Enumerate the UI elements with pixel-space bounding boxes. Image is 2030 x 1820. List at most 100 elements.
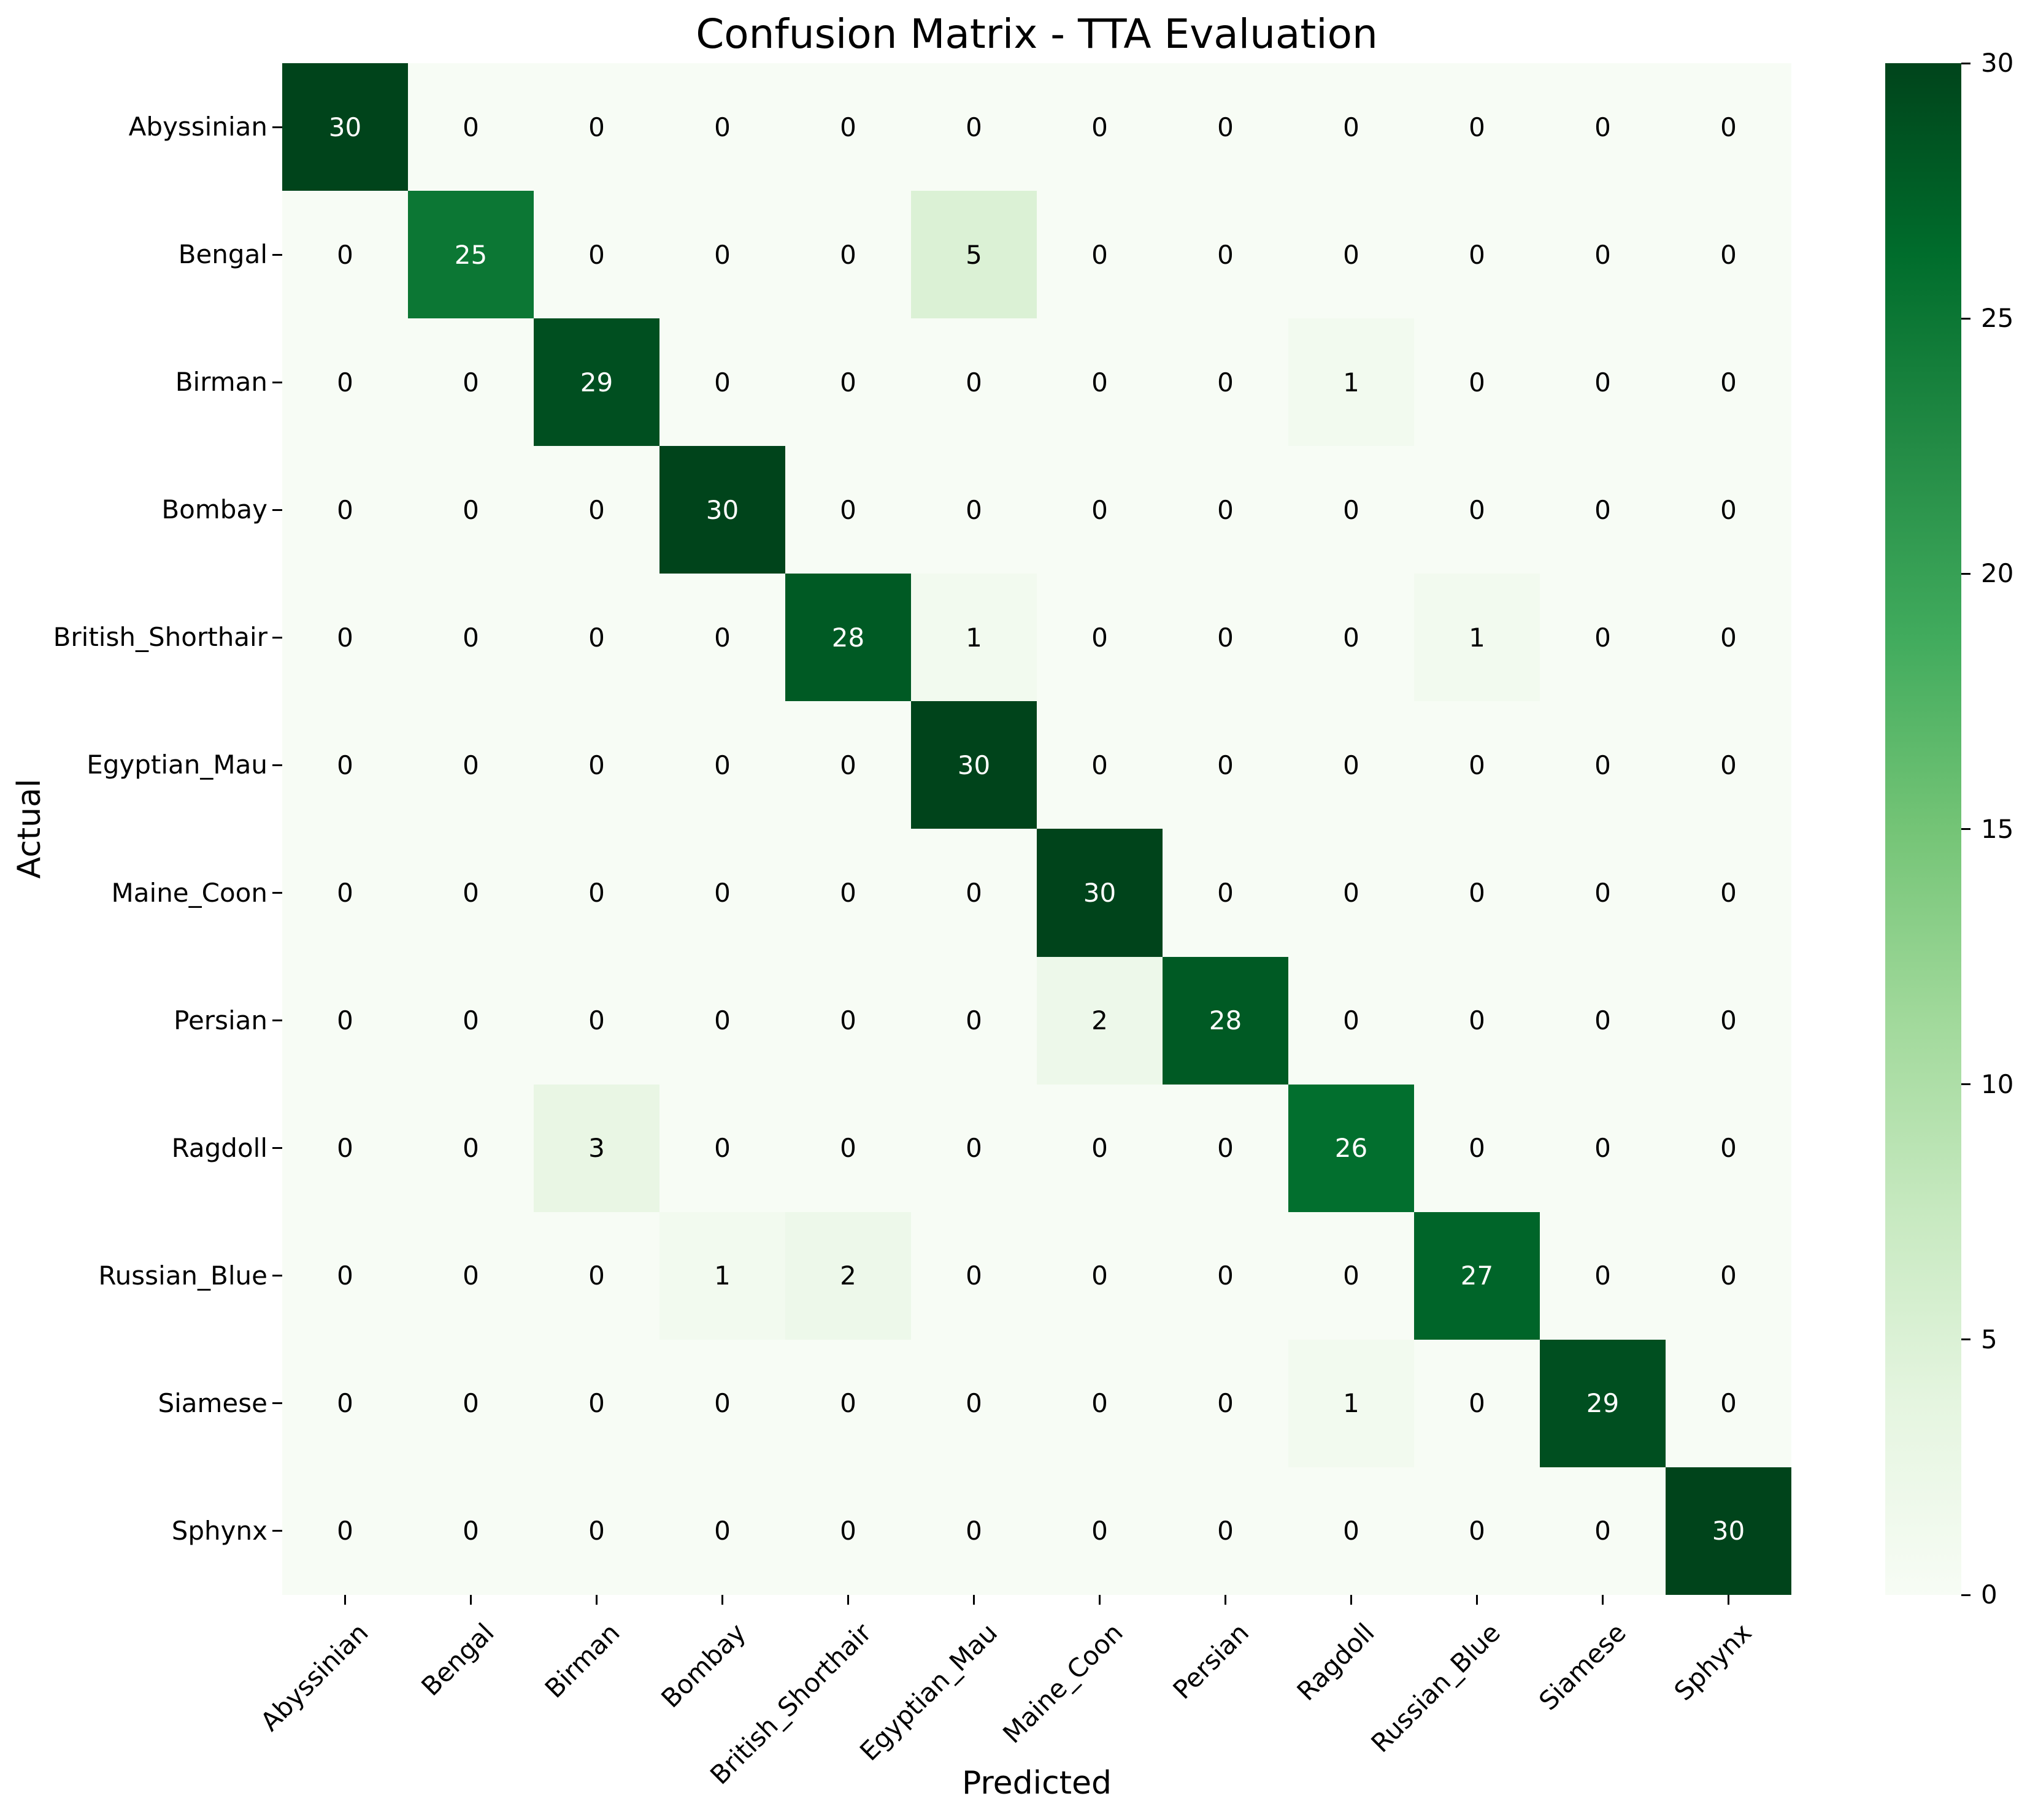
x-tick-mark — [344, 1595, 346, 1605]
heatmap-cell: 0 — [1540, 574, 1666, 702]
heatmap-cell: 0 — [1163, 446, 1288, 574]
heatmap-cell: 0 — [408, 574, 534, 702]
colorbar-tick-label: 5 — [1981, 1324, 1997, 1354]
x-tick-mark — [847, 1595, 849, 1605]
heatmap-cell: 0 — [282, 446, 408, 574]
heatmap-cell: 0 — [1414, 1084, 1540, 1212]
y-tick-mark — [272, 764, 282, 766]
heatmap-cell: 0 — [1666, 701, 1791, 829]
heatmap-cell: 0 — [282, 701, 408, 829]
heatmap-cell: 0 — [1163, 1339, 1288, 1467]
y-tick-label: Abyssinian — [128, 112, 267, 142]
heatmap-cell: 27 — [1414, 1211, 1540, 1340]
heatmap-cell: 0 — [785, 701, 911, 829]
heatmap-cell: 0 — [1540, 1211, 1666, 1340]
heatmap-cell: 0 — [1540, 829, 1666, 957]
heatmap-cell: 0 — [911, 63, 1037, 191]
heatmap-cell: 0 — [1288, 1467, 1414, 1595]
heatmap-cell: 30 — [1037, 829, 1163, 957]
heatmap-cell: 0 — [1163, 1211, 1288, 1340]
heatmap-cell: 0 — [659, 1339, 785, 1467]
heatmap-cell: 0 — [659, 1084, 785, 1212]
heatmap-cell: 29 — [534, 318, 659, 447]
heatmap-cell: 0 — [408, 318, 534, 447]
heatmap-cell: 0 — [282, 829, 408, 957]
heatmap-cell: 0 — [1414, 1339, 1540, 1467]
y-tick-label: Persian — [174, 1005, 267, 1035]
colorbar-tick-mark — [1961, 1338, 1970, 1341]
heatmap-cell: 0 — [1540, 1084, 1666, 1212]
heatmap-cell: 0 — [911, 1339, 1037, 1467]
heatmap-cell: 0 — [911, 1467, 1037, 1595]
heatmap-cell: 0 — [1037, 318, 1163, 447]
heatmap-cell: 2 — [785, 1211, 911, 1340]
heatmap-cell: 0 — [408, 956, 534, 1085]
heatmap-cell: 0 — [1666, 574, 1791, 702]
heatmap-cell: 0 — [785, 1339, 911, 1467]
colorbar-tick-label: 25 — [1981, 303, 2014, 334]
y-tick-label: Egyptian_Mau — [87, 750, 267, 780]
heatmap-cell: 0 — [282, 318, 408, 447]
heatmap-cell: 0 — [282, 574, 408, 702]
heatmap-cell: 0 — [911, 1211, 1037, 1340]
y-axis-label: Actual — [11, 778, 48, 879]
heatmap-cell: 0 — [1414, 1467, 1540, 1595]
heatmap-cell: 0 — [1037, 191, 1163, 319]
y-tick-label: British_Shorthair — [53, 622, 267, 653]
heatmap-cell: 0 — [1414, 829, 1540, 957]
heatmap-cell: 0 — [1037, 63, 1163, 191]
y-tick-label: Ragdoll — [171, 1132, 267, 1163]
x-tick-mark — [596, 1595, 598, 1605]
heatmap-cell: 0 — [1540, 318, 1666, 447]
heatmap-cell: 0 — [1288, 191, 1414, 319]
colorbar-tick-mark — [1961, 1083, 1970, 1086]
colorbar-tick-label: 0 — [1981, 1580, 1997, 1610]
heatmap-cell: 0 — [1163, 191, 1288, 319]
heatmap-cell: 0 — [534, 63, 659, 191]
y-tick-label: Bengal — [178, 239, 267, 270]
heatmap-cell: 0 — [534, 191, 659, 319]
x-axis-label: Predicted — [961, 1765, 1112, 1802]
x-tick-label: Sphynx — [1668, 1617, 1758, 1707]
heatmap-cell: 26 — [1288, 1084, 1414, 1212]
heatmap-cell: 0 — [1288, 574, 1414, 702]
heatmap-cell: 28 — [1163, 956, 1288, 1085]
heatmap-cell: 0 — [1414, 701, 1540, 829]
heatmap-cell: 0 — [1666, 829, 1791, 957]
y-tick-mark — [272, 1530, 282, 1532]
heatmap-cell: 0 — [1037, 1084, 1163, 1212]
heatmap-cell: 0 — [785, 956, 911, 1085]
y-tick-mark — [272, 253, 282, 256]
colorbar-tick-label: 10 — [1981, 1069, 2014, 1099]
heatmap-cell: 0 — [1037, 574, 1163, 702]
heatmap-cell: 28 — [785, 574, 911, 702]
heatmap-cell: 0 — [282, 191, 408, 319]
y-tick-mark — [272, 1275, 282, 1277]
x-tick-mark — [1099, 1595, 1101, 1605]
heatmap-cell: 0 — [1288, 1211, 1414, 1340]
x-tick-mark — [1602, 1595, 1604, 1605]
heatmap-cell: 0 — [408, 1211, 534, 1340]
heatmap-cell: 0 — [1540, 446, 1666, 574]
heatmap-cell: 0 — [1540, 63, 1666, 191]
heatmap-cell: 0 — [1037, 1339, 1163, 1467]
heatmap-cell: 30 — [282, 63, 408, 191]
x-tick-label: Bombay — [655, 1617, 752, 1714]
heatmap-cell: 0 — [785, 829, 911, 957]
heatmap-cell: 0 — [659, 574, 785, 702]
x-tick-label: Bengal — [415, 1617, 500, 1702]
heatmap-cell: 0 — [1666, 1339, 1791, 1467]
y-tick-label: Bombay — [161, 494, 267, 525]
heatmap-cell: 0 — [1414, 63, 1540, 191]
heatmap-cell: 0 — [534, 1339, 659, 1467]
heatmap-cell: 0 — [911, 829, 1037, 957]
heatmap-cell: 0 — [659, 191, 785, 319]
heatmap-cell: 30 — [911, 701, 1037, 829]
heatmap-cell: 0 — [1163, 63, 1288, 191]
heatmap-cell: 0 — [1163, 574, 1288, 702]
heatmap-cell: 0 — [282, 956, 408, 1085]
heatmap-cell: 1 — [1288, 318, 1414, 447]
x-tick-label: Russian_Blue — [1365, 1617, 1506, 1759]
x-tick-label: Birman — [539, 1617, 626, 1704]
